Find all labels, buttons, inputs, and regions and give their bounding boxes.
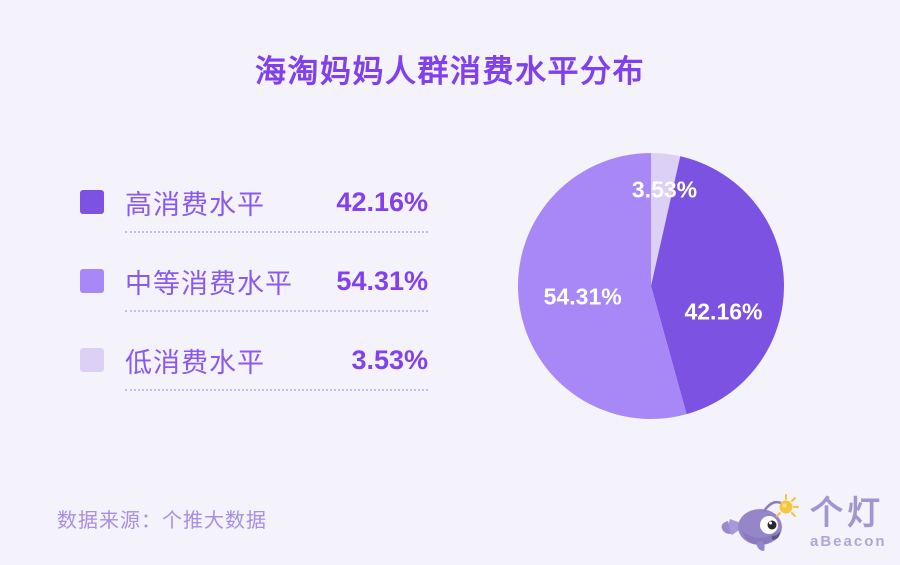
pie-slice <box>518 152 687 419</box>
brand-logo: 个灯 aBeacon <box>716 484 886 562</box>
pie-slice <box>651 153 681 286</box>
legend-label: 高消费水平 <box>125 189 265 220</box>
dotted-divider <box>125 231 428 233</box>
logo-name: 个灯 <box>810 494 884 532</box>
dotted-divider <box>125 310 428 312</box>
page-title: 海淘妈妈人群消费水平分布 <box>255 54 645 89</box>
pie-data-label: 42.16% <box>684 298 763 325</box>
legend-swatch-medium <box>80 269 104 293</box>
pie-legend: 高消费水平 42.16% 中等消费水平 54.31% 低消费水平 3.53% <box>80 186 428 425</box>
legend-label: 中等消费水平 <box>125 268 293 299</box>
logo-text: 个灯 aBeacon <box>810 496 887 550</box>
pie-data-label: 3.53% <box>631 176 698 203</box>
logo-subtitle: aBeacon <box>810 532 887 550</box>
legend-label: 低消费水平 <box>125 347 265 378</box>
dotted-divider <box>125 389 428 391</box>
data-source-note: 数据来源：个推大数据 <box>57 510 267 532</box>
legend-item-medium: 中等消费水平 54.31% <box>80 265 428 299</box>
legend-value: 42.16% <box>336 186 428 217</box>
pie-chart: 3.53% 42.16% 54.31% <box>516 151 786 421</box>
pie-slice <box>651 156 785 415</box>
legend-swatch-low <box>80 348 104 372</box>
legend-swatch-high <box>80 190 104 214</box>
legend-item-low: 低消费水平 3.53% <box>80 344 428 378</box>
pie-data-label: 54.31% <box>543 283 622 310</box>
legend-value: 3.53% <box>351 344 428 375</box>
anglerfish-logo-icon <box>721 494 799 551</box>
pie-chart-svg <box>518 152 785 419</box>
legend-item-high: 高消费水平 42.16% <box>80 186 428 220</box>
legend-value: 54.31% <box>336 265 428 296</box>
